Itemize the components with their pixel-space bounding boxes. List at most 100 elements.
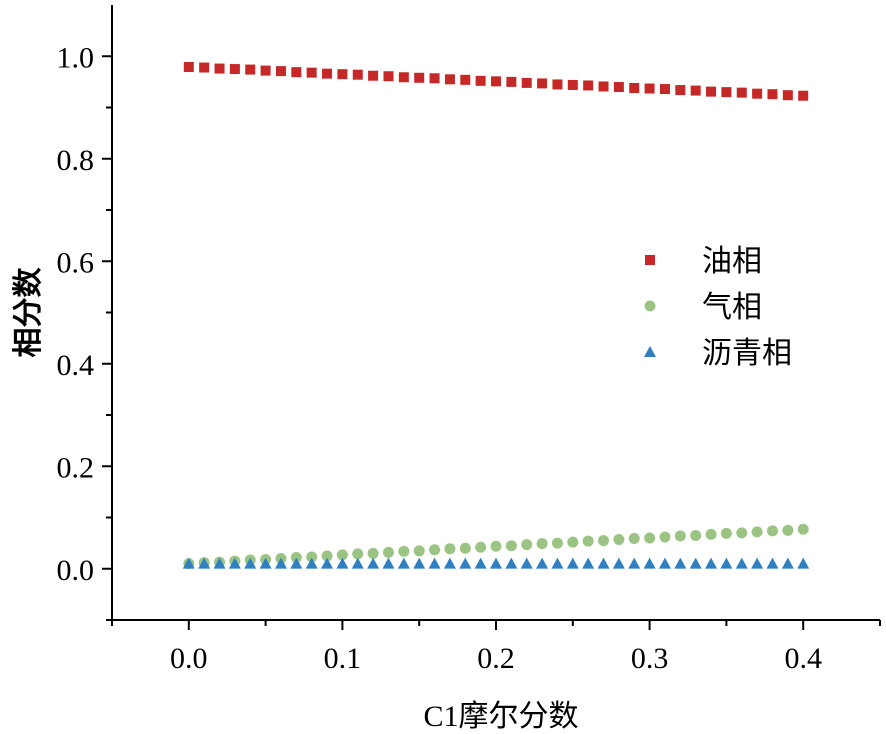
data-point [306, 67, 317, 78]
y-tick-label: 1.0 [57, 41, 95, 74]
data-point [444, 74, 455, 85]
data-point [367, 547, 379, 559]
x-tick-label: 0.0 [170, 642, 208, 675]
data-point [336, 549, 348, 561]
data-point [674, 557, 687, 569]
data-point [352, 548, 364, 560]
data-point [182, 557, 195, 569]
data-point [767, 89, 778, 100]
data-point [459, 557, 472, 569]
data-point [414, 72, 425, 83]
series-1 [183, 62, 809, 101]
data-point [274, 557, 287, 569]
data-point [244, 557, 257, 569]
data-point [520, 557, 533, 569]
data-point [766, 557, 779, 569]
data-point [552, 79, 563, 90]
data-point [474, 557, 487, 569]
data-point [782, 524, 794, 536]
data-point [398, 545, 410, 557]
data-point [766, 525, 778, 537]
data-point [751, 526, 763, 538]
data-point [305, 557, 318, 569]
data-point [351, 557, 364, 569]
data-point [567, 536, 579, 548]
y-tick-label: 0.4 [57, 349, 95, 382]
legend-label: 沥青相 [702, 336, 792, 371]
data-point [443, 557, 456, 569]
data-point [658, 557, 671, 569]
data-point [782, 90, 793, 101]
x-tick-label: 0.3 [631, 642, 669, 675]
data-point [383, 71, 394, 82]
data-point [598, 81, 609, 92]
y-axis-title: 相分数 [11, 267, 46, 358]
data-point [229, 64, 240, 75]
data-point [644, 83, 655, 94]
data-point [582, 535, 594, 547]
data-marks [182, 62, 810, 570]
data-point [368, 70, 379, 81]
data-point [429, 73, 440, 84]
data-point [214, 63, 225, 74]
legend-marker [645, 255, 655, 265]
data-point [321, 550, 333, 562]
data-point [444, 543, 456, 555]
data-point [705, 557, 718, 569]
data-point [705, 528, 717, 540]
data-point [751, 557, 764, 569]
data-point [613, 82, 624, 92]
data-point [675, 85, 686, 96]
data-point [198, 557, 211, 569]
data-point [245, 64, 256, 75]
data-point [720, 527, 732, 539]
data-point [228, 557, 241, 569]
data-point [736, 87, 747, 98]
data-point [706, 86, 717, 97]
data-point [382, 557, 395, 569]
data-point [460, 74, 471, 85]
series-3 [182, 557, 810, 569]
data-point [260, 65, 271, 76]
y-tick-label: 0.8 [57, 144, 95, 177]
data-point [582, 557, 595, 569]
data-point [505, 557, 518, 569]
data-point [537, 78, 548, 89]
data-point [781, 557, 794, 569]
data-point [428, 557, 441, 569]
data-point [475, 541, 487, 553]
data-point [536, 538, 548, 550]
data-point [259, 557, 272, 569]
data-point [752, 88, 763, 99]
data-point [521, 77, 532, 88]
data-point [490, 540, 502, 552]
data-point [397, 557, 410, 569]
x-tick-label: 0.4 [784, 642, 822, 675]
legend-label: 油相 [702, 244, 762, 279]
data-point [290, 557, 303, 569]
x-axis-title: C1摩尔分数 [423, 700, 578, 733]
ticks: 0.0 0.1 0.2 0.3 0.4 0.0 0.2 0.4 0.6 0.8 1.0 [57, 41, 881, 675]
data-point [337, 69, 348, 80]
data-point [628, 533, 640, 545]
data-point [797, 523, 809, 535]
y-tick-label: 0.2 [57, 451, 95, 484]
y-tick-label: 0.0 [57, 554, 95, 587]
data-point [213, 557, 226, 569]
data-point [336, 557, 349, 569]
data-point [352, 69, 363, 80]
data-point [413, 545, 425, 557]
data-point [798, 90, 809, 101]
data-point [429, 544, 441, 556]
x-tick-label: 0.2 [477, 642, 515, 675]
data-point [413, 557, 426, 569]
data-point [551, 537, 563, 549]
data-point [736, 527, 748, 539]
data-point [629, 83, 640, 94]
data-point [291, 67, 302, 78]
data-point [490, 557, 502, 569]
legend-marker [644, 300, 656, 312]
data-point [506, 76, 517, 87]
